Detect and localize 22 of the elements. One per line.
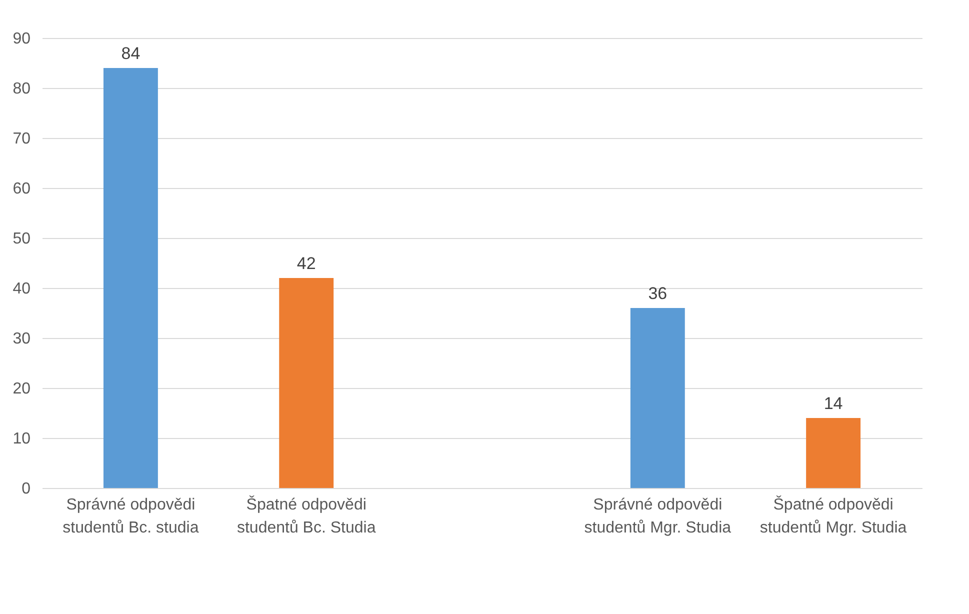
bar	[103, 68, 158, 488]
x-tick-label: Špatné odpovědi studentů Mgr. Studia	[760, 496, 907, 536]
data-label: 14	[824, 394, 843, 413]
data-label: 84	[121, 44, 140, 63]
y-tick-label: 60	[12, 180, 31, 198]
y-tick-label: 80	[12, 80, 31, 98]
bar	[279, 278, 334, 488]
y-tick-label: 10	[12, 430, 31, 448]
bar	[806, 418, 861, 488]
x-tick-label: Správné odpovědi studentů Bc. studia	[62, 496, 199, 536]
y-tick-label: 30	[12, 330, 31, 348]
data-label: 42	[296, 254, 316, 273]
x-tick-label: Správné odpovědi studentů Mgr. Studia	[584, 496, 732, 536]
y-tick-label: 50	[12, 230, 31, 248]
y-tick-label: 90	[12, 30, 31, 48]
data-label: 36	[648, 284, 668, 303]
bar	[630, 308, 685, 488]
x-tick-label: Špatné odpovědi studentů Bc. Studia	[236, 496, 376, 536]
y-tick-label: 20	[12, 380, 31, 398]
y-tick-label: 40	[12, 280, 31, 298]
y-tick-label: 70	[12, 130, 31, 148]
y-tick-label: 0	[22, 480, 31, 498]
